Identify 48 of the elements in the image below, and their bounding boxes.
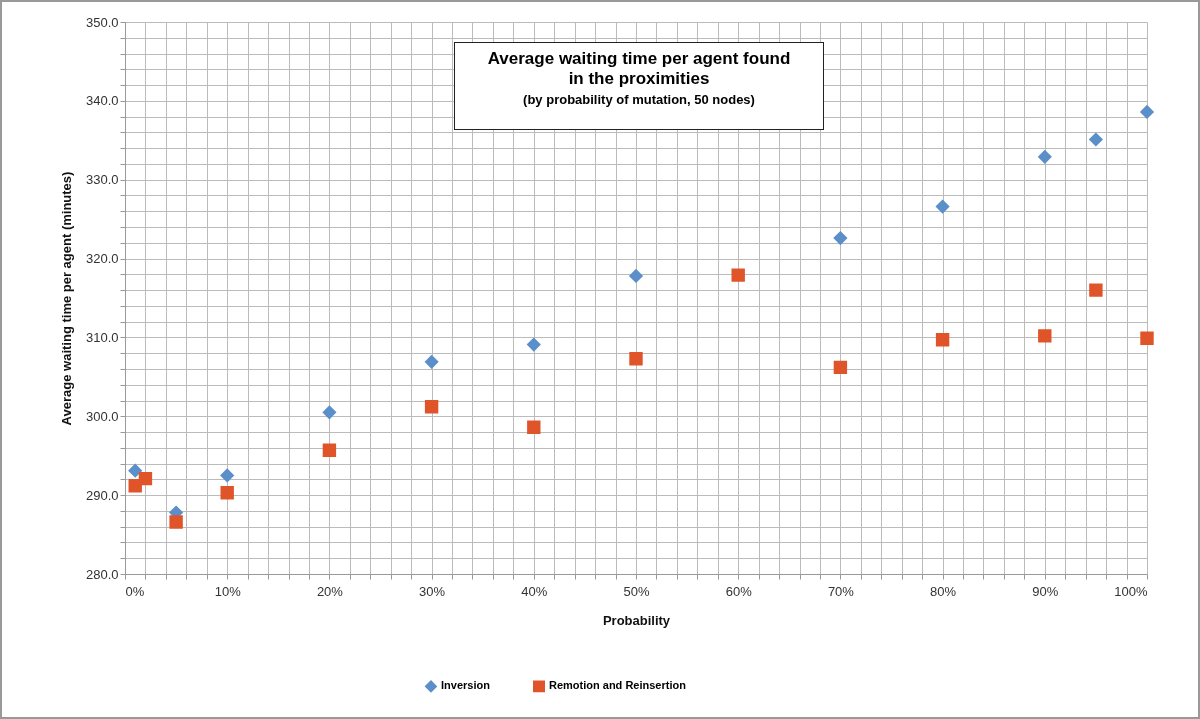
point: [629, 269, 643, 283]
point: [1089, 283, 1103, 297]
x-tick-label: 70%: [827, 583, 855, 599]
point: [1038, 150, 1052, 164]
x-tick-label: 10%: [214, 583, 242, 599]
x-tick-label: 90%: [1032, 583, 1059, 599]
y-tick-label: 320.0: [85, 251, 119, 267]
point: [527, 420, 541, 435]
title-frame: Average waiting time per agent found in the proximities (by probability of mutation, 50 nodes): [454, 42, 824, 130]
point: [1140, 105, 1154, 119]
point: [629, 352, 643, 366]
x-tick-label: 30%: [419, 583, 446, 599]
point: [220, 468, 234, 483]
point: [731, 268, 745, 282]
point: [322, 443, 337, 457]
y-axis-title: Average waiting time per agent (minutes): [58, 171, 74, 426]
y-tick-label: 350.0: [85, 14, 119, 30]
point: [138, 471, 153, 486]
point: [424, 355, 439, 369]
x-axis-title: Probability: [602, 612, 671, 628]
point: [1038, 329, 1052, 343]
point: [1089, 132, 1103, 147]
y-tick-label: 310.0: [85, 329, 119, 345]
y-tick-label: 290.0: [85, 487, 119, 503]
point: [128, 464, 142, 478]
x-tick-label: 20%: [316, 583, 344, 599]
point: [1140, 331, 1154, 345]
y-tick-label: 340.0: [85, 93, 119, 109]
y-tick-label: 300.0: [85, 408, 119, 424]
point: [220, 486, 234, 500]
x-tick-label: 60%: [725, 583, 753, 599]
x-tick-label: 50%: [623, 583, 650, 599]
point: [527, 337, 541, 352]
point: [424, 400, 439, 414]
point: [322, 405, 337, 420]
legend-label: Remotion and Reinsertion: [549, 679, 687, 692]
point: [833, 360, 848, 375]
point: [935, 199, 950, 214]
legend-label: Inversion: [441, 679, 491, 692]
x-tick-label: 100%: [1114, 583, 1148, 599]
point: [935, 333, 950, 347]
point: [169, 515, 183, 529]
point: [833, 231, 848, 245]
x-tick-label: 40%: [521, 583, 548, 599]
y-tick-label: 280.0: [85, 566, 119, 582]
x-tick-label: 0%: [125, 583, 145, 599]
y-tick-label: 330.0: [85, 172, 119, 188]
x-tick-label: 80%: [930, 583, 957, 599]
